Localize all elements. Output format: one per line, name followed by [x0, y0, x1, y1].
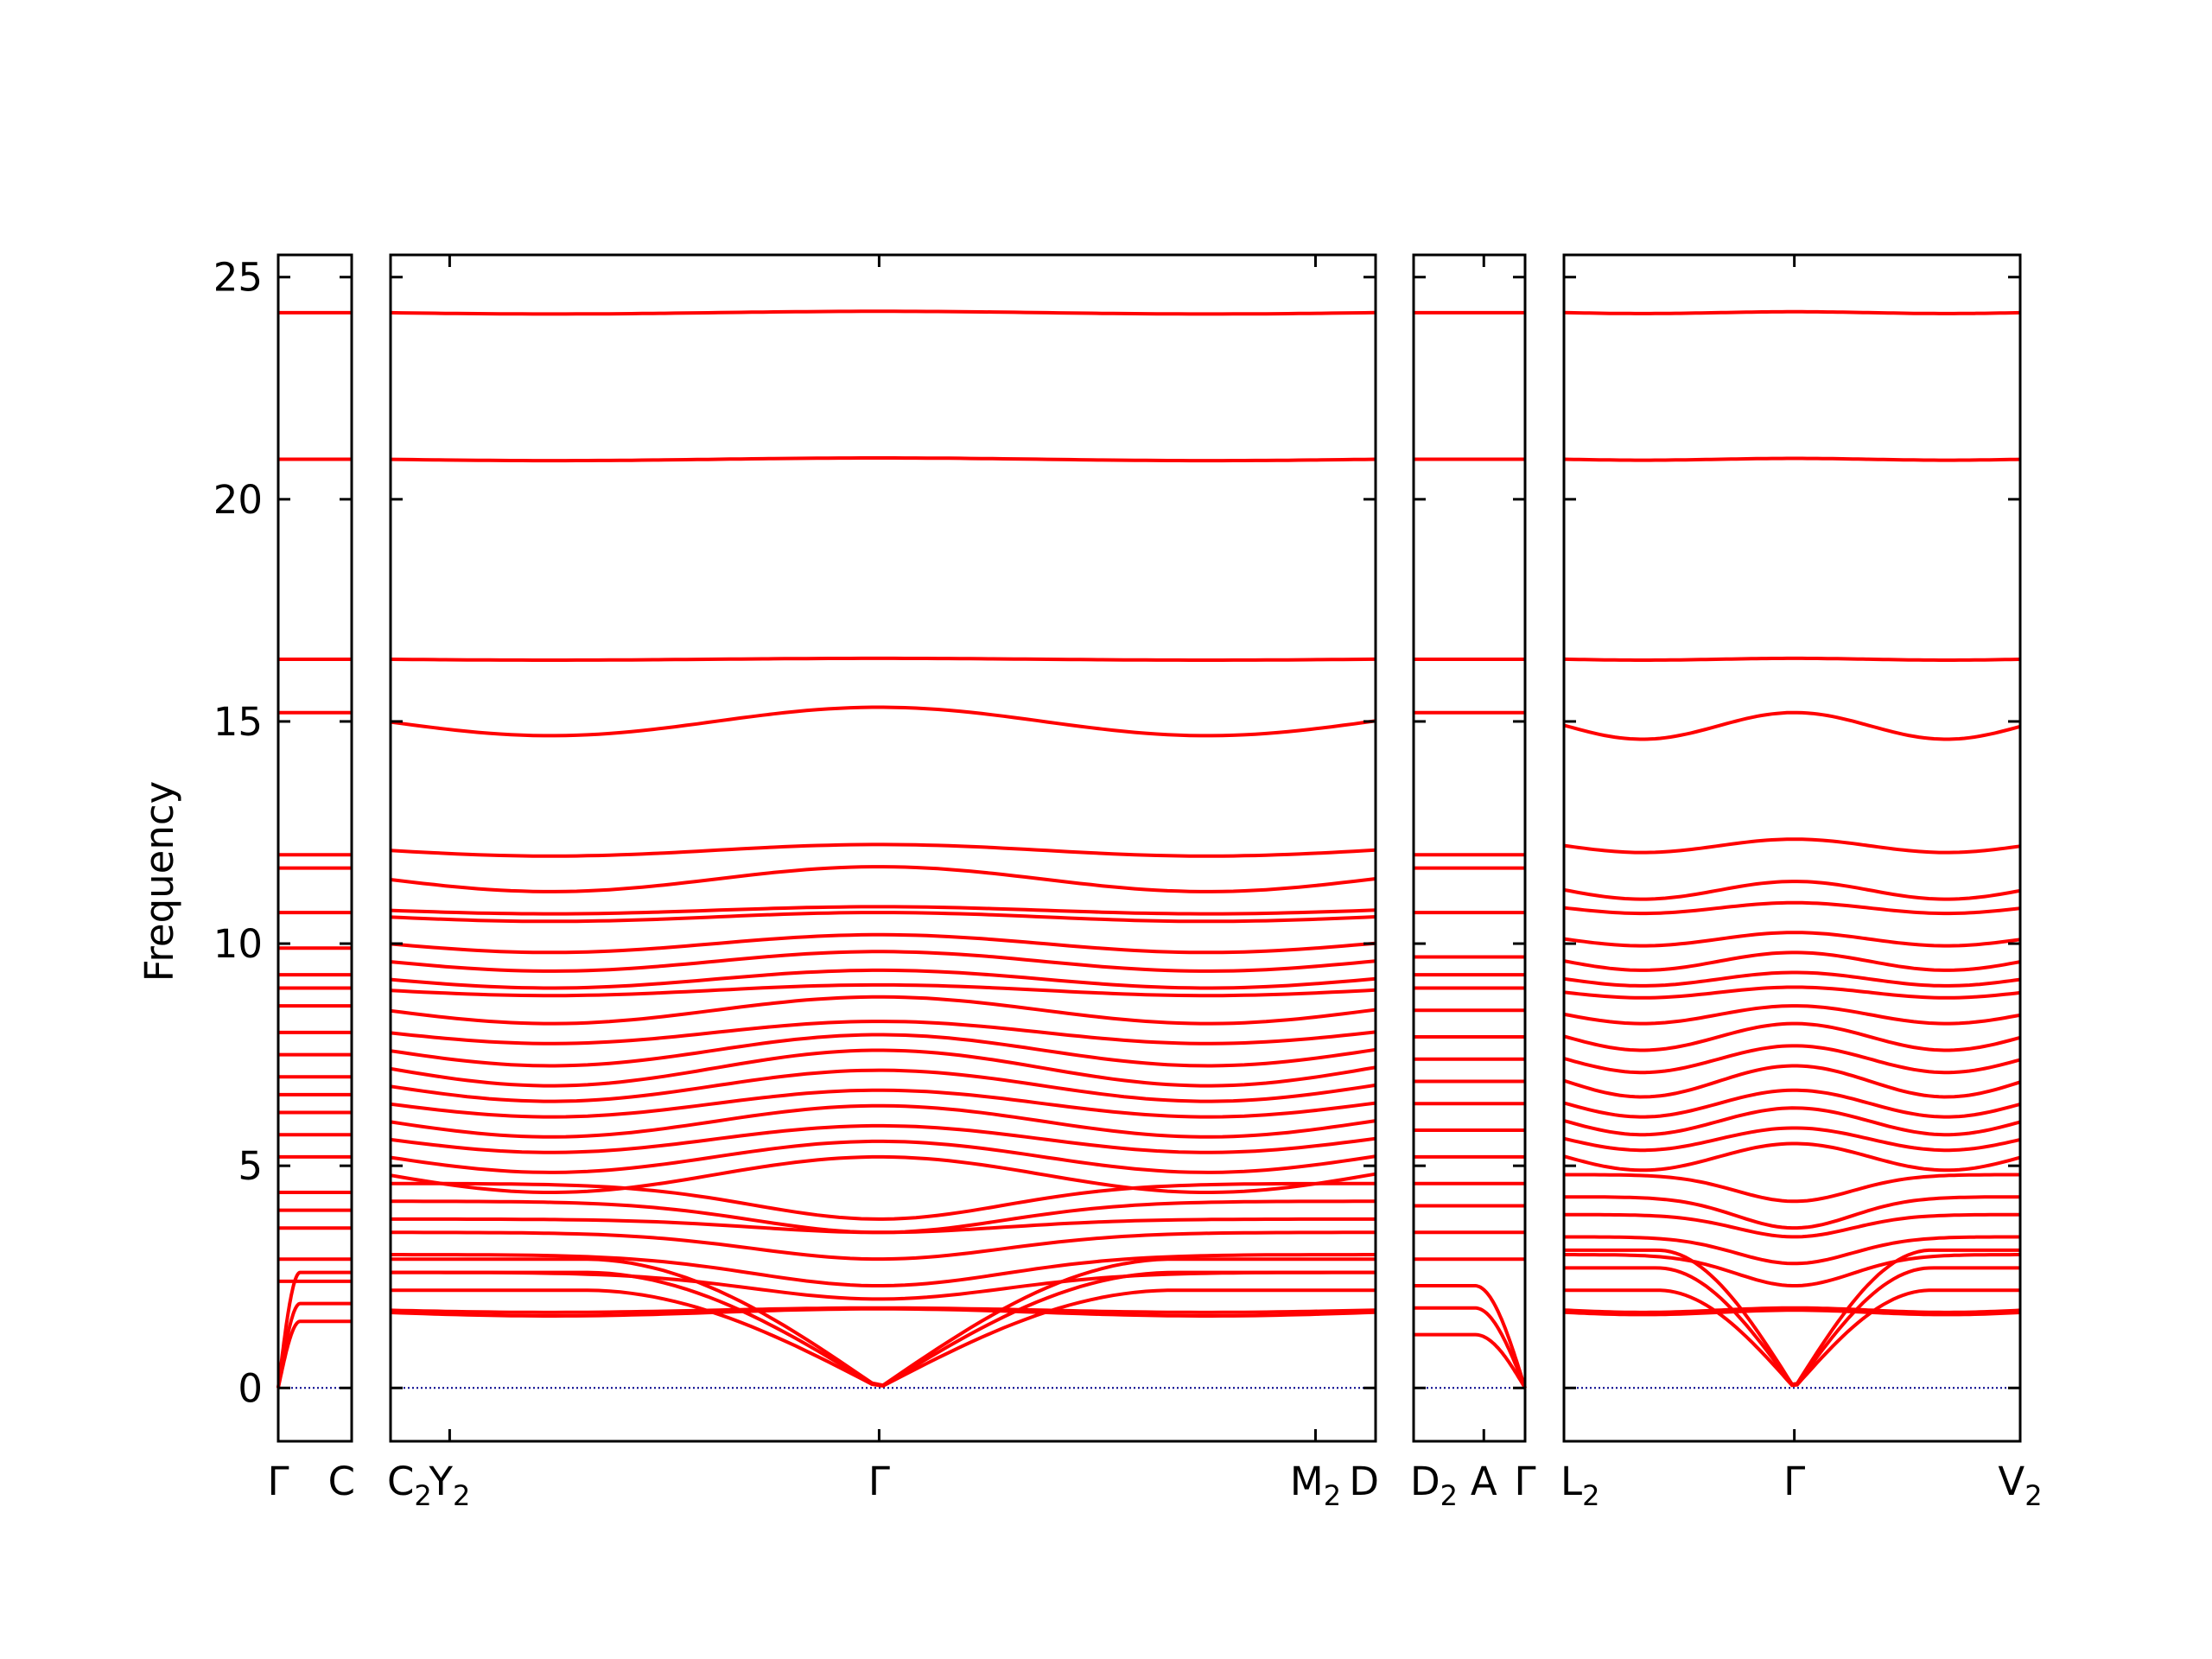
band-line [1563, 1106, 2021, 1137]
x-tick-label: Γ [1783, 1459, 1805, 1504]
panel-frame [276, 253, 353, 1443]
band-line [1563, 985, 2021, 1000]
x-tick-label: L2 [1560, 1459, 1599, 1512]
band-line [391, 1257, 1376, 1388]
band-line [1564, 1253, 2020, 1287]
band-line [390, 1103, 1376, 1139]
panel-frame [389, 253, 1377, 1443]
band-line [390, 911, 1376, 924]
y-tick-label: 0 [238, 1365, 263, 1411]
band-line [390, 705, 1376, 738]
band-line [276, 1319, 352, 1389]
band-line [1563, 1004, 2021, 1026]
band-line [1563, 1044, 2021, 1075]
band-line [390, 1033, 1376, 1068]
x-tick-label: D2 [1410, 1459, 1458, 1512]
x-tick-label: V2 [1998, 1459, 2042, 1512]
x-tick-label: D [1349, 1459, 1379, 1504]
band-line [390, 1088, 1376, 1119]
band-line [390, 656, 1376, 662]
band-line [1563, 900, 2021, 916]
band-line [391, 1199, 1376, 1235]
y-tick-label: 10 [213, 921, 263, 967]
x-tick-label: A [1471, 1459, 1497, 1504]
band-line [1414, 1306, 1527, 1389]
band-line [391, 1288, 1376, 1388]
band-line [1414, 1332, 1527, 1389]
band-line [390, 1139, 1376, 1174]
band-line [1563, 1308, 2021, 1317]
band-line [1563, 837, 2021, 855]
band-line [1564, 1235, 2020, 1266]
band-line [390, 1306, 1376, 1318]
band-line [390, 1048, 1376, 1088]
band-line [1564, 1195, 2020, 1230]
panel-3: D2 A Γ [1410, 253, 1536, 1512]
band-line [1563, 1088, 2021, 1119]
band-line [390, 982, 1376, 998]
band-line [390, 932, 1376, 955]
y-tick-label: 5 [238, 1143, 263, 1189]
band-line [390, 950, 1376, 973]
band-line [1564, 1212, 2020, 1239]
panel-frame [1412, 253, 1527, 1443]
band-line [1414, 1284, 1527, 1389]
band-line [391, 1230, 1376, 1262]
y-tick-label: 25 [213, 255, 263, 301]
band-line [390, 456, 1376, 463]
band-line [390, 1154, 1376, 1194]
band-line [390, 865, 1376, 893]
band-line [390, 995, 1376, 1026]
y-tick-label: 20 [213, 477, 263, 523]
band-line [276, 1301, 352, 1389]
band-line [390, 842, 1376, 858]
y-axis-label: Frequency [137, 781, 182, 982]
band-line [1564, 1248, 2020, 1387]
x-tick-label: Γ [868, 1459, 890, 1504]
x-tick-label: Γ [267, 1459, 289, 1504]
band-line [390, 309, 1376, 316]
band-line [276, 1270, 352, 1389]
band-line [391, 1181, 1376, 1221]
band-line [1563, 1021, 2021, 1052]
band-line [1563, 710, 2021, 741]
x-tick-label: Y2 [428, 1459, 470, 1512]
y-tick-label: 15 [213, 699, 263, 745]
band-line [1563, 970, 2021, 988]
band-line [1563, 309, 2021, 315]
band-line [1564, 1288, 2020, 1388]
x-tick-label: Γ [1514, 1459, 1535, 1504]
x-tick-label: C2 [387, 1459, 432, 1512]
panel-1: 0 5 10 15 20 25 Γ C [213, 253, 355, 1504]
band-line [1563, 1126, 2021, 1153]
band-line [390, 1123, 1376, 1154]
x-tick-label: M2 [1290, 1459, 1341, 1512]
band-line [1563, 1064, 2021, 1099]
band-line [391, 1253, 1376, 1287]
x-tick-label: C [328, 1459, 355, 1504]
band-line [390, 1068, 1376, 1103]
band-line [1563, 656, 2021, 662]
band-line [1563, 456, 2021, 462]
band-line [1563, 950, 2021, 972]
band-line [1563, 880, 2021, 901]
panel-frame [1562, 253, 2022, 1443]
band-line [390, 905, 1376, 916]
band-line [1563, 1306, 2021, 1314]
band-line [390, 968, 1376, 990]
band-line [1564, 1173, 2020, 1204]
band-line [1563, 1141, 2021, 1173]
panel-4: L2 Γ V2 [1560, 253, 2043, 1512]
band-line [391, 1217, 1376, 1235]
band-line [390, 1020, 1376, 1046]
band-line [1563, 931, 2021, 948]
